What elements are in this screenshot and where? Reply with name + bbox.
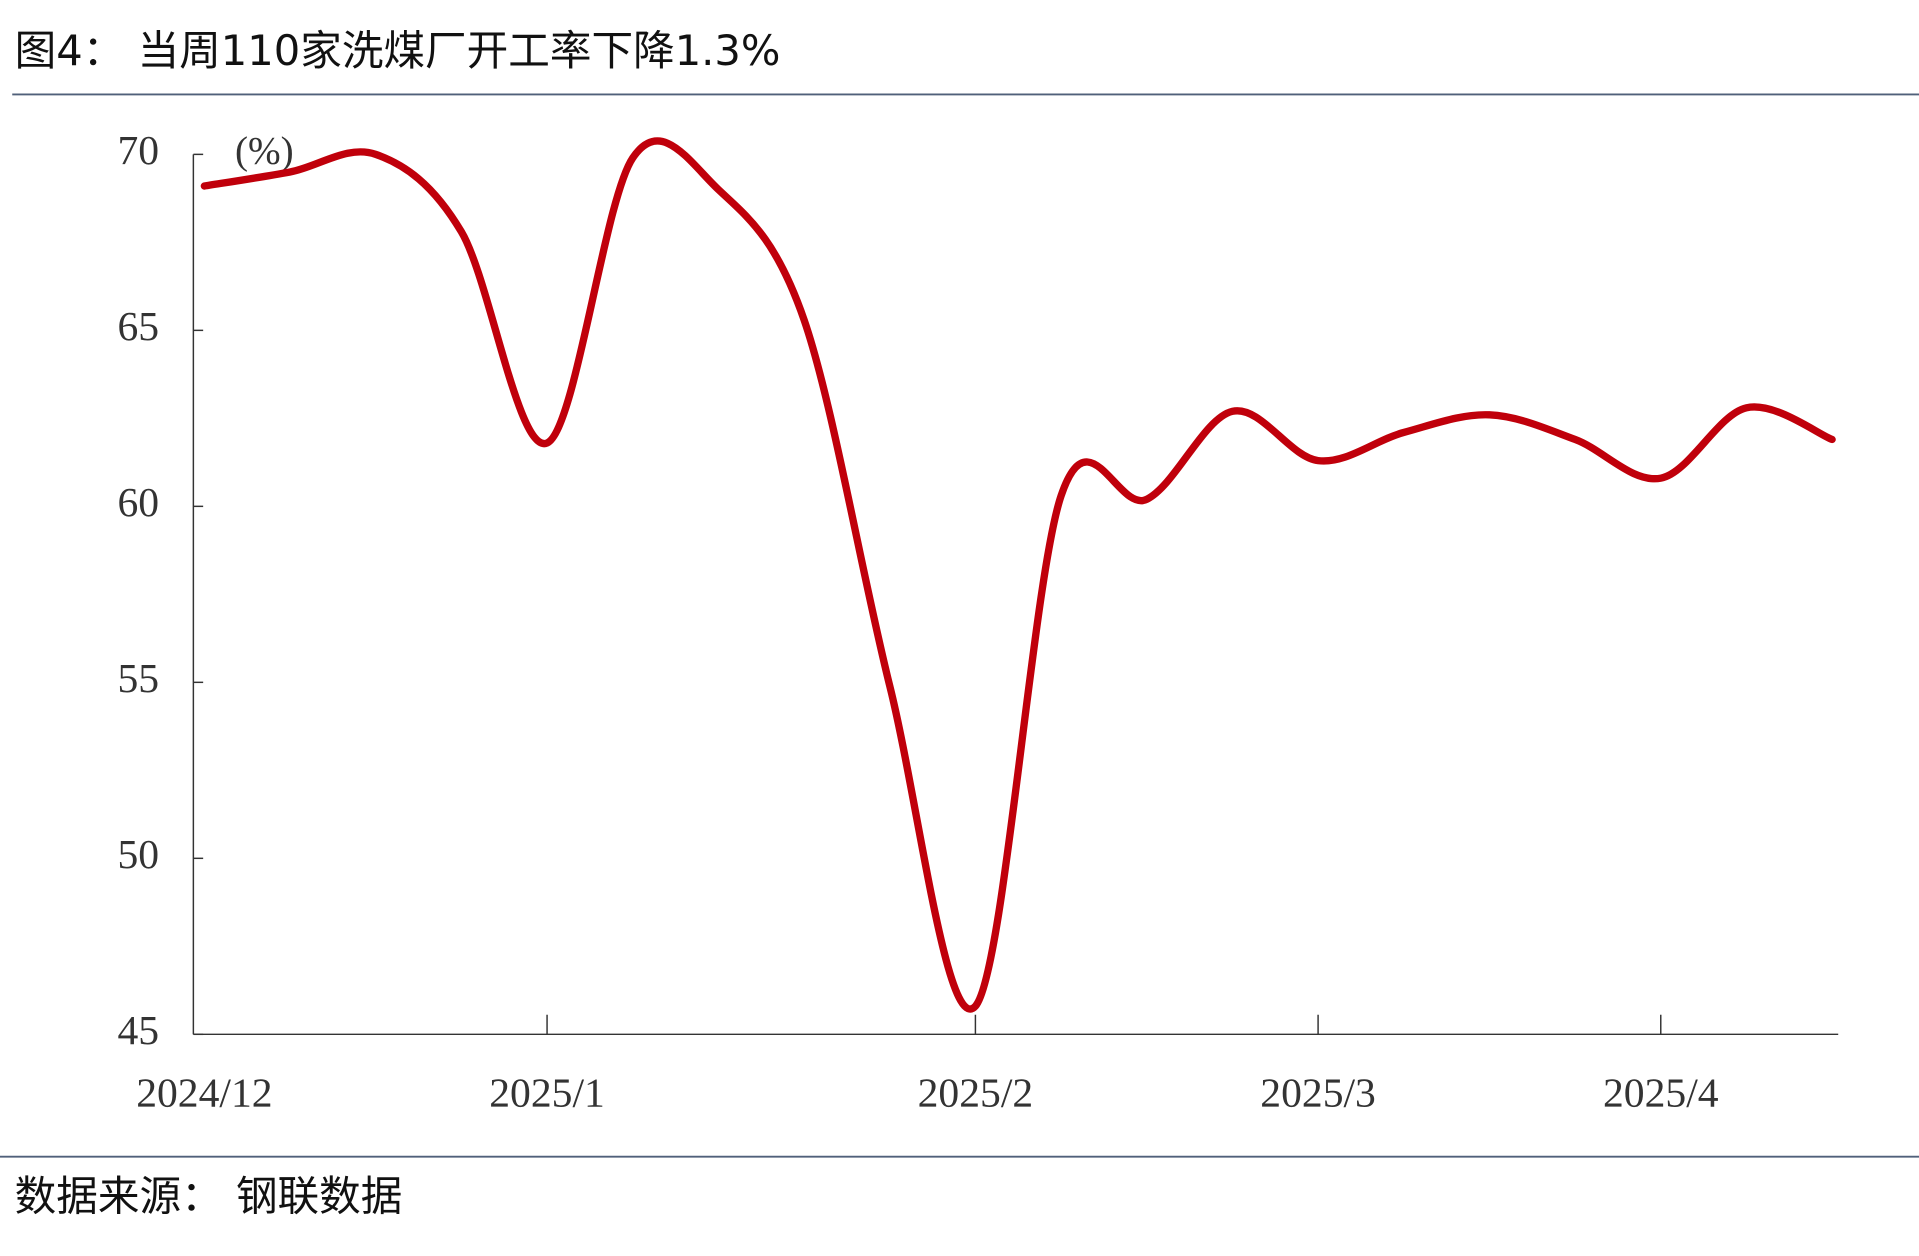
y-tick-label: 55 — [117, 656, 159, 702]
x-tick-label: 2024/12 — [136, 1070, 272, 1116]
unit-label: (%) — [235, 129, 294, 172]
data-line — [200, 137, 1836, 1013]
chart-title: 图4： 当周110家洗煤厂开工率下降1.3% — [15, 26, 781, 75]
x-tick-label: 2025/4 — [1603, 1070, 1719, 1116]
y-tick-label: 60 — [117, 480, 159, 526]
x-tick-label: 2025/3 — [1260, 1070, 1376, 1116]
y-tick-label: 65 — [117, 304, 159, 350]
y-tick-label: 45 — [117, 1008, 159, 1054]
source-note: 数据来源： 钢联数据 — [15, 1172, 403, 1221]
x-tick-label: 2025/1 — [489, 1070, 605, 1116]
y-tick-label: 70 — [117, 128, 159, 174]
y-tick-label: 50 — [117, 832, 159, 878]
x-tick-label: 2025/2 — [918, 1070, 1034, 1116]
